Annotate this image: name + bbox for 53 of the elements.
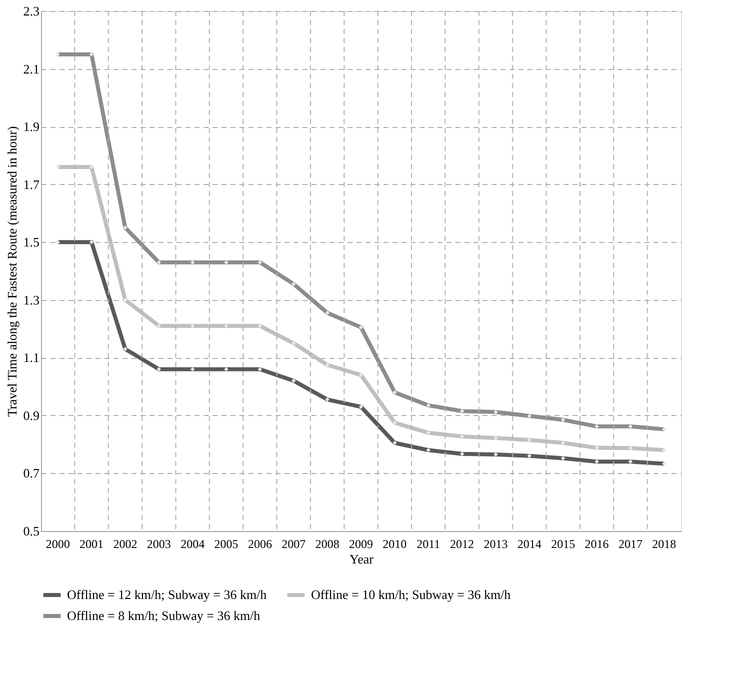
x-tick-label: 2014 bbox=[517, 537, 542, 551]
point bbox=[325, 362, 330, 368]
point bbox=[123, 298, 128, 302]
point bbox=[190, 324, 195, 328]
y-tick-label: 1.7 bbox=[23, 176, 40, 192]
y-tick-label: 1.9 bbox=[23, 119, 40, 134]
x-tick-label: 2012 bbox=[450, 537, 474, 551]
x-tick-label: 2013 bbox=[484, 537, 508, 551]
point bbox=[358, 372, 364, 378]
legend-label: Offline = 12 km/h; Subway = 36 km/h bbox=[67, 587, 268, 602]
point bbox=[560, 440, 566, 446]
x-tick-label: 2016 bbox=[584, 537, 609, 551]
y-tick-label: 2.1 bbox=[23, 61, 40, 76]
x-tick-label: 2008 bbox=[315, 537, 340, 551]
x-tick-label: 2010 bbox=[382, 537, 407, 551]
x-tick-label: 2009 bbox=[349, 537, 373, 551]
y-tick-label: 2.3 bbox=[23, 4, 40, 18]
x-axis-title: Year bbox=[350, 552, 374, 566]
point bbox=[460, 434, 464, 439]
point bbox=[628, 446, 633, 450]
x-tick-label: 2018 bbox=[652, 537, 676, 551]
point bbox=[662, 448, 666, 452]
y-tick-label: 0.5 bbox=[23, 524, 40, 538]
y-tick-label: 1.1 bbox=[23, 350, 40, 366]
x-tick-label: 2007 bbox=[282, 537, 306, 551]
legend-label: Offline = 8 km/h; Subway = 36 km/h bbox=[67, 608, 261, 623]
point bbox=[392, 420, 397, 425]
y-tick-label: 0.7 bbox=[23, 466, 40, 481]
y-tick-label: 1.5 bbox=[23, 234, 40, 250]
y-tick-label: 1.3 bbox=[23, 292, 40, 308]
y-tick-label: 0.9 bbox=[23, 408, 40, 423]
line-series bbox=[56, 164, 666, 452]
x-tick-label: 2000 bbox=[46, 537, 70, 551]
x-tick-label: 2001 bbox=[80, 537, 104, 551]
legend-label: Offline = 10 km/h; Subway = 36 km/h bbox=[311, 587, 512, 602]
x-tick-label: 2017 bbox=[618, 537, 642, 551]
point bbox=[292, 341, 296, 346]
point bbox=[527, 438, 532, 442]
x-tick-label: 2005 bbox=[214, 537, 238, 551]
y-axis-title: Travel Time along the Fastest Route (measured in hour) bbox=[4, 126, 20, 417]
x-tick-label: 2002 bbox=[113, 537, 138, 551]
x-tick-label: 2011 bbox=[416, 537, 440, 551]
point bbox=[594, 446, 599, 450]
x-tick-label: 2004 bbox=[180, 537, 205, 551]
x-tick-label: 2015 bbox=[551, 537, 576, 551]
point bbox=[258, 324, 262, 328]
line-series bbox=[56, 240, 666, 466]
x-tick-label: 2006 bbox=[248, 537, 272, 551]
x-tick-label: 2003 bbox=[146, 537, 171, 551]
line-series bbox=[56, 52, 666, 432]
point bbox=[426, 430, 430, 435]
point bbox=[89, 164, 94, 170]
point bbox=[156, 324, 162, 328]
